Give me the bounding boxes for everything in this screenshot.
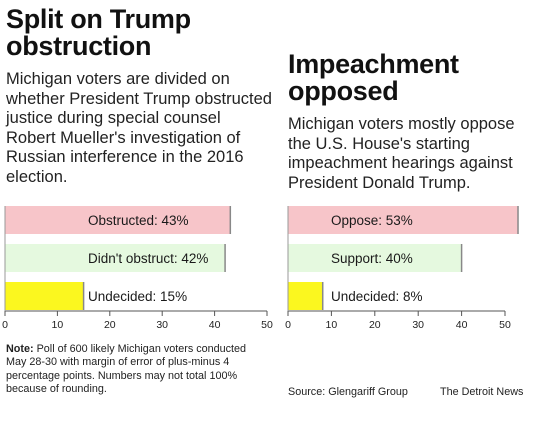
bar-support [288,244,462,272]
x-tick-label: 40 [209,319,221,331]
note-label: Note: [6,343,34,355]
right-chart-title: Impeachment opposed [288,49,459,106]
x-tick-label: 0 [2,319,8,331]
x-tick-label: 0 [285,319,291,331]
bar-oppose [288,206,519,234]
x-tick-label: 40 [456,319,468,331]
x-tick-label: 20 [104,319,116,331]
right-chart-description: Michigan voters mostly oppose the U.S. H… [288,115,515,192]
source-line: Source: Glengariff Group [288,386,408,398]
left-chart-title: Split on Trump obstruction [6,4,191,61]
bar-label: Support: 40% [331,251,413,266]
bar-label: Undecided: 8% [331,289,423,304]
bar-obstructed [5,206,231,234]
bar-label: Obstructed: 43% [88,213,189,228]
x-tick-label: 10 [52,319,64,331]
note-text: Poll of 600 likely Michigan voters condu… [6,343,247,396]
x-tick-label: 50 [261,319,273,331]
publisher-credit: The Detroit News [440,386,524,398]
x-tick-label: 30 [156,319,168,331]
bar-label: Didn't obstruct: 42% [88,251,208,266]
right-bar-chart: Oppose: 53% Support: 40% Undecided: 8% 0 10 2… [285,206,519,331]
left-bar-chart: Obstructed: 43% Didn't obstruct: 42% Undec… [2,206,273,331]
x-tick-label: 30 [412,319,424,331]
left-chart-description: Michigan voters are divided on whether P… [6,70,272,186]
x-tick-label: 10 [326,319,338,331]
x-tick-label: 20 [369,319,381,331]
bar-undecided [288,282,323,310]
bar-undecided [5,282,84,310]
bar-label: Oppose: 53% [331,213,413,228]
bar-label: Undecided: 15% [88,289,187,304]
x-tick-label: 50 [499,319,511,331]
bar-didn-t-obstruct [5,244,226,272]
left-note: Note: Poll of 600 likely Michigan voters… [6,343,268,397]
